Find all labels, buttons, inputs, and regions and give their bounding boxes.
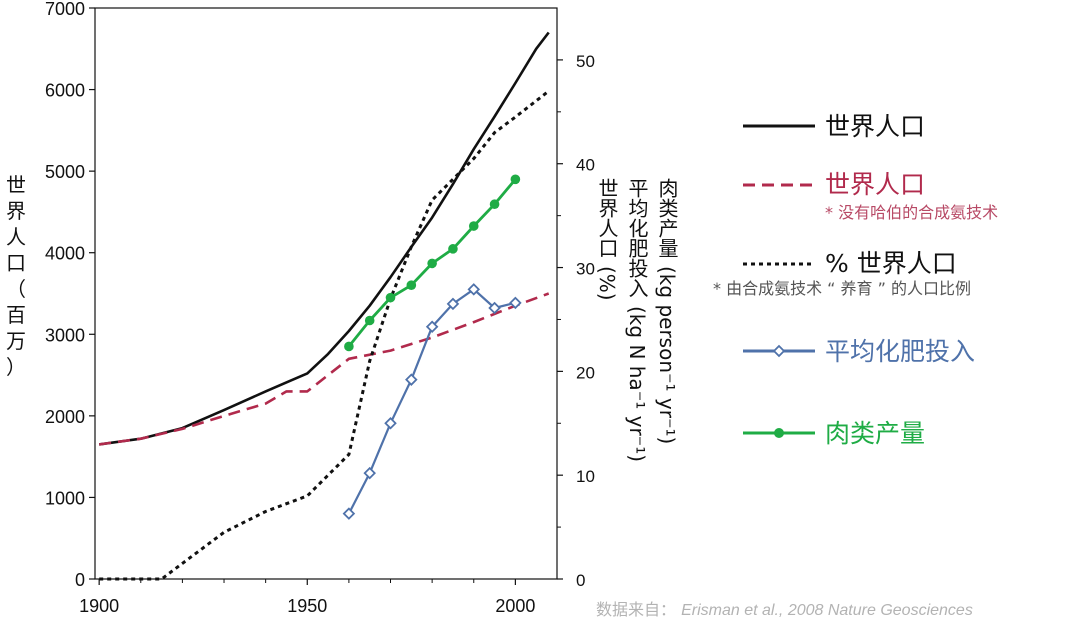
series-markers: [342, 174, 522, 520]
y-left-tick-label: 2000: [45, 407, 85, 427]
right-label-meat-unit: (kg person⁻¹ yr⁻¹): [655, 266, 679, 444]
fertilizer-point: [363, 466, 376, 480]
meat-point: [344, 341, 354, 352]
legend-label-percent: % 世界人口: [825, 249, 957, 278]
fertilizer-point: [425, 320, 439, 333]
y-left-label-char: 口: [6, 251, 26, 275]
right-label-meat: 肉类产量: [655, 178, 679, 258]
x-axis-ticks: 1900 1950 2000: [79, 579, 535, 616]
source-note: 数据来自： Erisman et al., 2008 Nature Geosci…: [596, 596, 973, 620]
x-tick-label: 2000: [495, 596, 535, 616]
y-left-label-char: 百: [6, 303, 26, 327]
fertilizer-point: [509, 296, 522, 310]
series-line-0: [99, 31, 550, 446]
y-right-axis-ticks: 0 10 20 30 40 50: [557, 52, 595, 590]
fertilizer-point: [488, 301, 501, 315]
y-left-tick-label: 1000: [45, 488, 85, 508]
y-right-tick-label: 10: [576, 467, 595, 486]
legend-label-no-haber: 世界人口: [825, 170, 925, 199]
y-right-tick-label: 40: [576, 156, 595, 175]
right-label-population: 世界人口: [595, 178, 619, 258]
y-left-tick-label: 3000: [45, 325, 85, 345]
series-line-2: [99, 89, 550, 581]
meat-point: [364, 315, 375, 326]
y-right-axis-labels: 世界人口 (%) 平均化肥投入 (kg N ha⁻¹ yr⁻¹) 肉类产量 (k…: [595, 178, 679, 462]
legend: 世界人口 世界人口 * 没有哈伯的合成氨技术 % 世界人口 * 由合成氨技术 “…: [713, 112, 998, 448]
meat-point: [489, 199, 500, 210]
plot-frame: [94, 7, 558, 580]
right-label-population-unit: (%): [595, 266, 619, 301]
y-left-tick-label: 5000: [45, 162, 85, 182]
y-right-tick-label: 30: [576, 260, 595, 279]
series-line-1: [99, 292, 550, 446]
y-left-label-char: ）: [6, 355, 26, 379]
y-right-tick-label: 0: [576, 571, 585, 590]
y-left-axis-label: 世界人口（百万）: [6, 173, 26, 379]
x-tick-label: 1950: [287, 596, 327, 616]
fertilizer-point: [342, 507, 356, 520]
fertilizer-point: [467, 283, 481, 296]
y-left-label-char: 界: [6, 199, 26, 223]
y-right-tick-label: 20: [576, 363, 595, 382]
legend-label-population: 世界人口: [825, 112, 925, 141]
y-left-tick-label: 4000: [45, 244, 85, 264]
legend-label-fertilizer: 平均化肥投入: [825, 337, 975, 366]
right-label-fertilizer: 平均化肥投入: [625, 178, 649, 298]
y-left-label-char: （: [6, 277, 26, 301]
meat-point: [510, 174, 521, 185]
y-left-label-char: 人: [6, 225, 26, 249]
meat-point: [448, 244, 458, 254]
right-label-fertilizer-unit: (kg N ha⁻¹ yr⁻¹): [625, 306, 649, 462]
fertilizer-point: [384, 416, 397, 430]
y-right-tick-label: 50: [576, 52, 595, 71]
meat-point: [468, 221, 479, 231]
y-left-axis-ticks: 0 1000 2000 3000 4000 5000 6000 7000: [45, 0, 95, 590]
legend-note-percent: * 由合成氨技术 “ 养育 ” 的人口比例: [713, 279, 971, 298]
y-left-tick-label: 6000: [45, 81, 85, 101]
meat-point: [406, 280, 417, 290]
legend-marker-fertilizer: [772, 344, 786, 358]
meat-point: [427, 258, 437, 269]
y-left-tick-label: 7000: [45, 0, 85, 19]
series-lines: [99, 31, 550, 581]
legend-label-meat: 肉类产量: [825, 419, 925, 448]
source-citation: Erisman et al., 2008 Nature Geosciences: [681, 602, 973, 619]
y-left-tick-label: 0: [75, 570, 85, 590]
y-left-label-char: 万: [6, 329, 26, 353]
meat-point: [385, 292, 396, 303]
legend-note-no-haber: * 没有哈伯的合成氨技术: [825, 203, 998, 222]
source-prefix: 数据来自：: [596, 600, 677, 619]
fertilizer-point: [446, 297, 460, 311]
legend-marker-meat: [774, 428, 784, 438]
fertilizer-point: [405, 373, 418, 386]
x-tick-label: 1900: [79, 596, 119, 616]
y-left-label-char: 世: [6, 173, 26, 197]
